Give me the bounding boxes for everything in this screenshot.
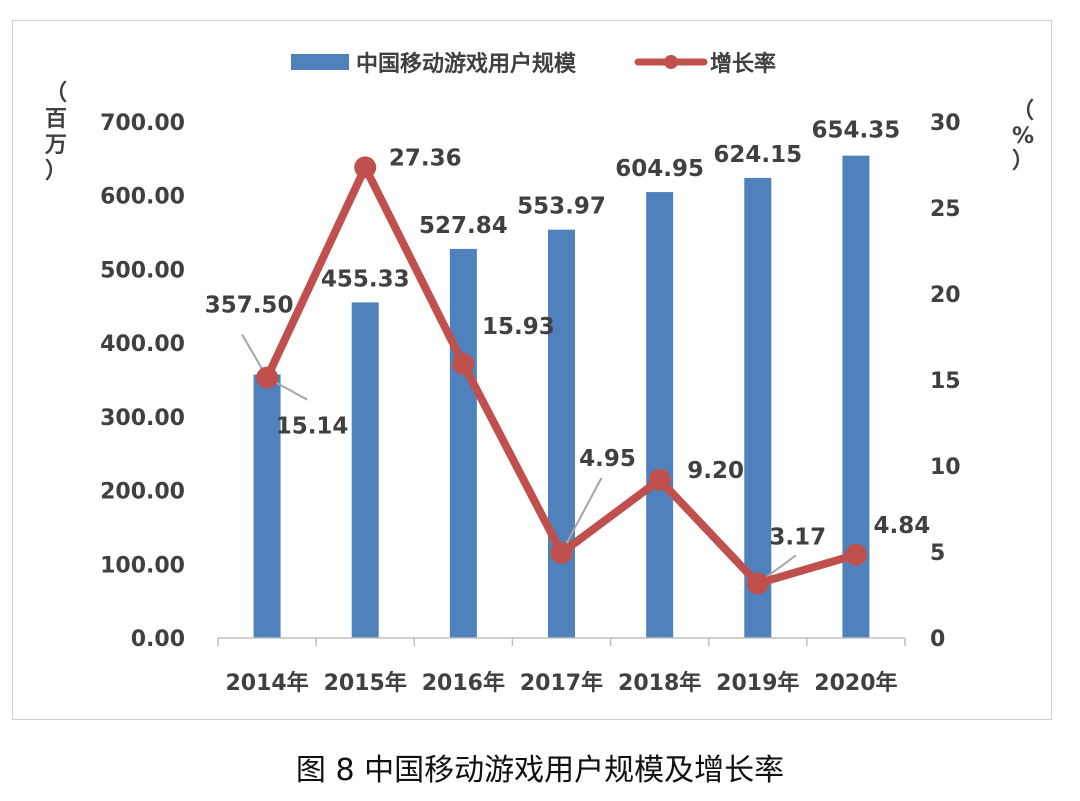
legend-swatch-bar [291,54,349,70]
left-axis-ticks: 0.00 100.00 200.00 300.00 400.00 500.00 600.00… [100,111,185,652]
x-tick-label: 2014年 [225,670,308,696]
line-value-label: 15.93 [482,314,555,340]
right-unit-char: ） [1012,149,1034,174]
left-tick-label: 700.00 [100,111,185,136]
left-unit-char: 万 [44,133,67,158]
bar [744,177,772,638]
bar-series [253,155,870,639]
right-tick-label: 10 [930,455,961,480]
bar [351,302,379,638]
right-tick-label: 0 [930,627,945,652]
bar [449,248,477,639]
line-series [256,156,867,595]
x-tick-label: 2020年 [814,670,897,696]
left-tick-label: 200.00 [100,480,185,505]
x-axis-line [217,637,906,646]
line-value-label: 15.14 [276,414,349,440]
right-axis-ticks: 0 5 10 15 20 25 30 [930,111,961,652]
bar-value-label: 527.84 [419,213,508,239]
right-axis-unit-label: （%） [1012,99,1034,174]
left-unit-char: （ [45,81,67,106]
bar-data-labels: 357.50 455.33 527.84 553.97 604.95 624.15 654.… [205,118,901,319]
line-value-label: 4.95 [579,446,636,472]
right-unit-char: （ [1012,99,1034,124]
leader-line [560,477,603,554]
left-tick-label: 600.00 [100,185,185,210]
line-point [452,353,475,376]
left-tick-label: 100.00 [100,553,185,578]
line-point [844,543,867,566]
bar-value-label: 553.97 [517,194,606,220]
bar [646,192,674,638]
line-data-labels: 15.14 27.36 15.93 4.95 9.20 3.17 4.84 [276,145,931,550]
left-tick-label: 0.00 [131,627,185,652]
right-tick-label: 25 [930,197,961,222]
line-point [746,572,769,595]
left-unit-char: ） [45,159,67,184]
line-value-label: 4.84 [874,513,931,539]
right-tick-label: 20 [930,283,961,308]
legend: 中国移动游戏用户规模 增长率 [291,51,776,77]
right-tick-label: 30 [930,111,961,136]
line-point [354,156,377,179]
right-tick-label: 15 [930,369,961,394]
combo-chart: 中国移动游戏用户规模 增长率 （百万） （%） 0.00100.00200.003… [44,51,1034,696]
bar-value-label: 357.50 [205,292,294,318]
bar-value-label: 455.33 [321,266,410,292]
x-tick-label: 2016年 [422,670,505,696]
bar-value-label: 654.35 [812,118,901,144]
chart-frame [12,20,1052,720]
left-tick-label: 300.00 [100,406,185,431]
figure-caption: 图 8 中国移动游戏用户规模及增长率 [295,753,785,788]
x-tick-label: 2017年 [520,670,603,696]
x-tick-label: 2018年 [618,670,701,696]
legend-label-bar: 中国移动游戏用户规模 [356,51,577,77]
line-point [256,366,279,389]
legend-label-line: 增长率 [710,51,776,77]
right-tick-label: 5 [930,541,945,566]
right-unit-char: % [1012,124,1034,149]
x-tick-label: 2019年 [716,670,799,696]
left-tick-label: 500.00 [100,258,185,283]
line-value-label: 27.36 [389,145,462,171]
left-axis-unit-label: （百万） [44,81,67,184]
bar [548,229,575,639]
line-value-label: 3.17 [769,524,826,550]
bar [253,374,281,638]
left-tick-label: 400.00 [100,332,185,357]
bar-value-label: 624.15 [713,142,802,168]
line-point [648,468,671,491]
x-tick-label: 2015年 [324,670,407,696]
line-value-label: 9.20 [687,458,744,484]
line-point [550,541,573,564]
bar-value-label: 604.95 [615,156,704,182]
legend-marker-line [664,55,678,69]
left-unit-char: 百 [45,107,67,132]
x-axis-ticks: 2014年 2015年 2016年 2017年 2018年 2019年 2020年 [225,670,897,696]
